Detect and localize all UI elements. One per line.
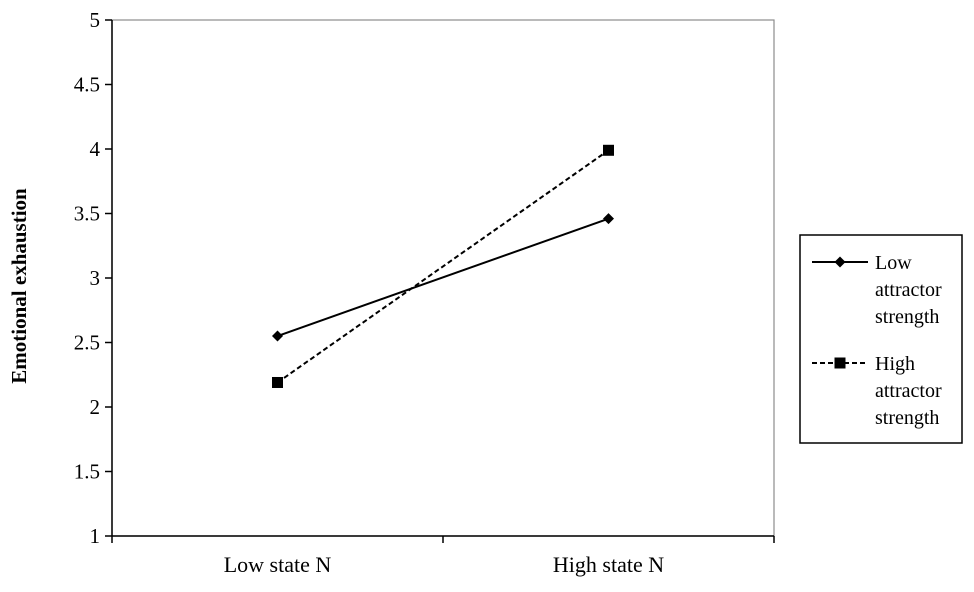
y-tick-label: 4.5	[74, 73, 100, 97]
x-category-label: Low state N	[224, 552, 332, 577]
legend-label: Low	[875, 252, 912, 274]
y-tick-label: 4	[90, 137, 101, 161]
data-point-diamond	[603, 213, 614, 225]
legend-label: High	[875, 353, 915, 375]
y-axis-label: Emotional exhaustion	[7, 188, 31, 384]
legend-label: strength	[875, 407, 939, 429]
series-layer	[272, 144, 614, 388]
y-tick-label: 1.5	[74, 460, 100, 484]
legend-label: attractor	[875, 279, 942, 301]
legend-label: strength	[875, 306, 939, 328]
legend-marker-square	[834, 357, 846, 369]
y-tick-label: 3.5	[74, 202, 100, 226]
data-point-diamond	[272, 330, 283, 342]
x-category-label: High state N	[553, 552, 664, 577]
legend-items: Low attractor strength High attractor strengt…	[812, 252, 942, 429]
y-tick-label: 2.5	[74, 331, 100, 355]
x-axis-ticks: Low state N High state N	[111, 536, 775, 577]
y-tick-label: 5	[90, 8, 101, 32]
y-axis-ticks: 1 1.5 2 2.5 3 3.5 4 4.5 5	[74, 8, 112, 548]
legend: Low attractor strength High attractor strengt…	[799, 234, 963, 444]
legend-box	[799, 234, 963, 444]
y-tick-label: 1	[90, 524, 101, 548]
legend-label: attractor	[875, 380, 942, 402]
data-point-square	[603, 144, 614, 156]
legend-marker-diamond	[834, 256, 846, 268]
data-point-square	[272, 376, 283, 388]
y-tick-label: 3	[90, 266, 101, 290]
series-line-2	[276, 149, 610, 384]
series-line-1	[277, 217, 609, 337]
y-tick-label: 2	[90, 395, 101, 419]
